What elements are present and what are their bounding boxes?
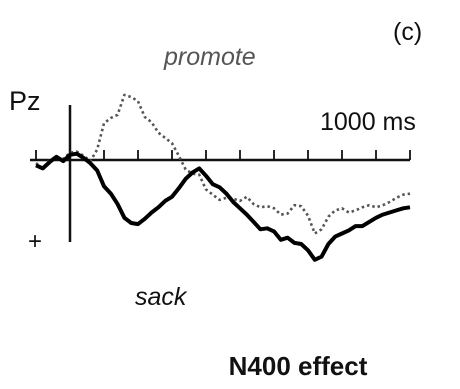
series-line-promote — [35, 93, 411, 235]
x-ticks — [35, 150, 411, 160]
sack-label: sack — [135, 283, 188, 311]
panel-label: (c) — [393, 18, 422, 46]
caption: N400 effect — [229, 351, 368, 381]
promote-label: promote — [163, 43, 256, 71]
channel-label: Pz — [9, 86, 41, 116]
scale-label: 1000 ms — [320, 108, 416, 136]
polarity-label: + — [28, 228, 42, 255]
traces — [35, 93, 411, 262]
series-line-sack — [35, 151, 411, 262]
